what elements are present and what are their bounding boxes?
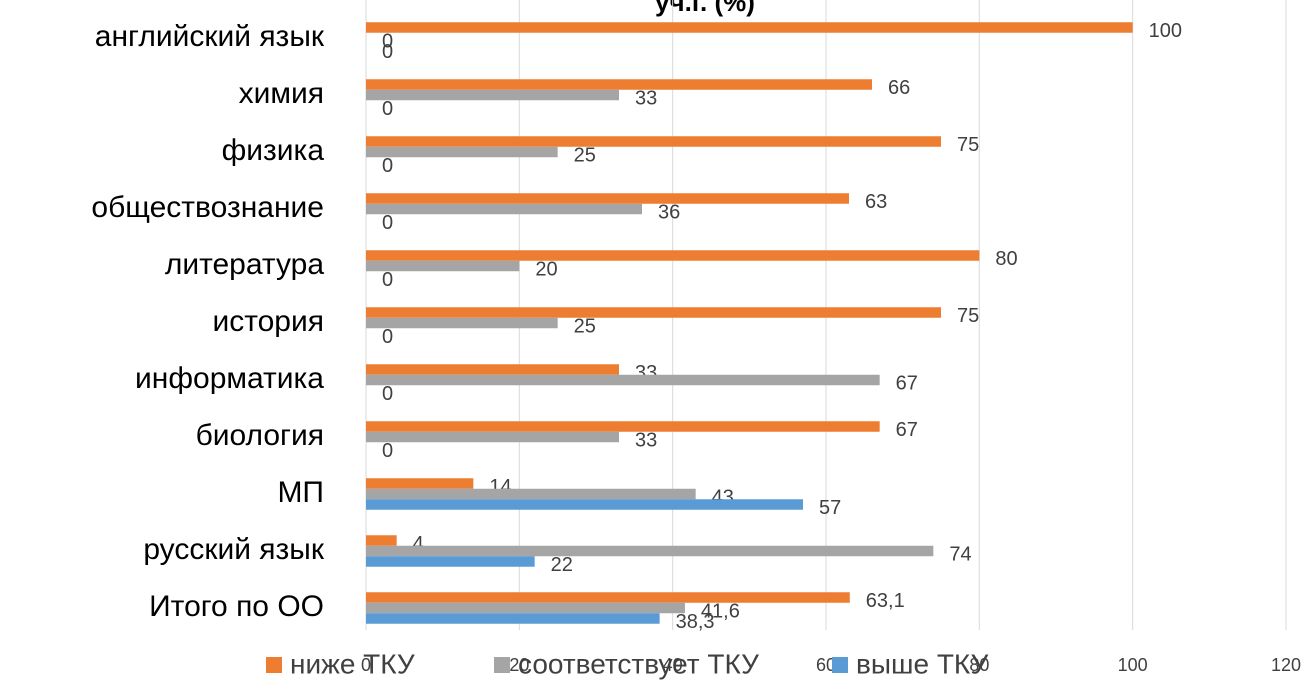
data-label: 38,3 [676,611,715,633]
x-tick-label: 100 [1118,655,1148,675]
bar [366,556,535,567]
legend-swatch [266,657,282,673]
data-label: 4 [413,533,424,555]
y-tick-label: химия [239,77,324,110]
bar [366,22,1133,33]
data-label: 33 [635,429,657,451]
data-label: 0 [382,155,393,177]
legend-label: соответствует ТКУ [518,648,759,679]
data-label: 75 [957,134,979,156]
x-tick-label: 20 [509,655,529,675]
bar [366,545,934,557]
data-label: 0 [382,326,393,348]
y-tick-label: литература [165,248,324,281]
bar [366,499,803,510]
bar [366,307,941,318]
y-tick-label: английский язык [95,20,325,53]
data-label: 0 [382,383,393,405]
bar [366,602,685,614]
bar [366,260,520,272]
bar [366,203,642,215]
bar [366,250,980,261]
data-label: 63 [865,191,887,213]
bar [366,193,849,204]
data-label: 0 [382,212,393,234]
bar [366,431,619,443]
bar [366,374,880,386]
bar [366,136,941,147]
x-tick-label: 120 [1271,655,1301,675]
x-tick-label: 60 [816,655,836,675]
y-tick-label: физика [222,134,325,167]
x-tick-label: 80 [969,655,989,675]
data-label: 33 [635,87,657,109]
bar [366,421,880,432]
x-tick-label: 0 [361,655,371,675]
data-label: 0 [382,269,393,291]
data-label: 67 [896,372,918,394]
bar [366,89,619,101]
data-label: 41,6 [701,600,740,622]
bar [366,317,558,329]
y-tick-label: Итого по ОО [149,590,324,623]
x-tick-label: 40 [663,655,683,675]
data-label: 0 [382,30,393,52]
data-label: 66 [888,77,910,99]
bar [366,146,558,158]
bar [366,613,660,624]
bar [366,535,397,546]
legend-swatch [494,657,510,673]
legend-swatch [832,657,848,673]
data-label: 36 [658,201,680,223]
data-label: 20 [535,258,557,280]
y-tick-label: биология [196,419,324,452]
data-label: 22 [551,554,573,576]
data-label: 57 [819,497,841,519]
bar [366,478,474,489]
y-tick-label: обществознание [91,191,324,224]
legend-label: выше ТКУ [856,648,989,679]
bar [366,488,696,500]
data-label: 80 [995,248,1017,270]
y-tick-label: информатика [135,362,324,395]
data-label: 0 [382,440,393,462]
y-tick-label: МП [277,476,324,509]
y-tick-label: история [212,305,324,338]
data-label: 74 [949,543,971,565]
data-label: 63,1 [866,590,905,612]
data-label: 75 [957,305,979,327]
data-label: 0 [382,98,393,120]
bar [366,364,619,375]
chart-title: уч.г. (%) [655,0,755,17]
data-label: 0 [382,41,393,63]
data-label: 25 [574,315,596,337]
legend-label: ниже ТКУ [290,648,415,679]
data-label: 67 [896,419,918,441]
bar [366,592,850,603]
bar [366,79,872,90]
y-tick-label: русский язык [143,533,325,566]
data-label: 100 [1149,20,1182,42]
data-label: 25 [574,144,596,166]
